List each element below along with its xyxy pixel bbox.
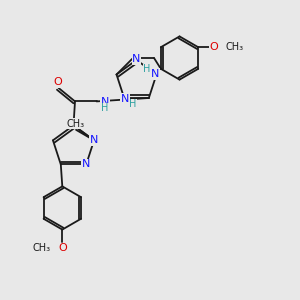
Text: H: H: [143, 64, 151, 74]
Text: N: N: [74, 126, 75, 128]
Text: O: O: [210, 42, 218, 52]
Text: CH₃: CH₃: [225, 42, 243, 52]
Text: O: O: [53, 77, 62, 87]
Text: N: N: [151, 69, 159, 79]
Text: methyl: methyl: [72, 125, 77, 126]
Text: H: H: [130, 99, 137, 109]
Text: H: H: [101, 103, 108, 113]
Text: CH₃: CH₃: [33, 243, 51, 253]
Text: N: N: [132, 54, 141, 64]
Text: N: N: [100, 97, 109, 107]
Text: O: O: [58, 243, 67, 253]
Text: N: N: [121, 94, 129, 103]
Text: N: N: [90, 135, 98, 145]
Text: N: N: [82, 160, 90, 170]
Text: CH₃: CH₃: [66, 118, 85, 128]
Text: methyl: methyl: [72, 125, 77, 126]
